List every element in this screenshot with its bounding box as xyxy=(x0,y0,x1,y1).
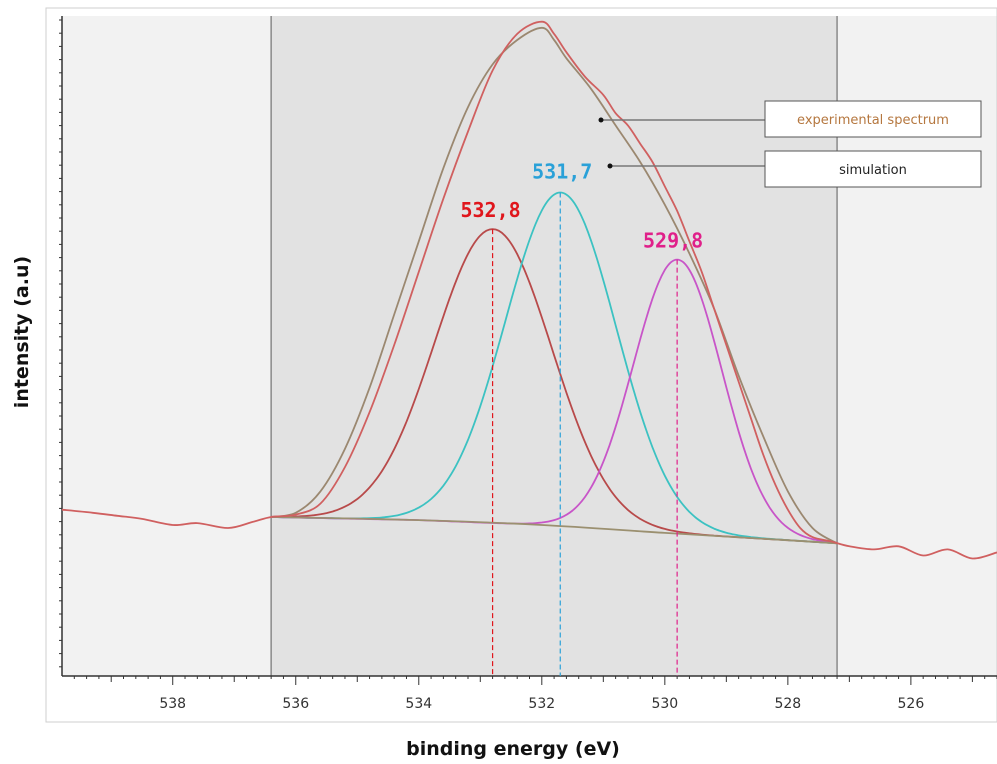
legend-label-simulation: simulation xyxy=(839,163,907,178)
simulation-line xyxy=(270,26,838,545)
legend-label-experimental: experimental spectrum xyxy=(797,113,949,128)
fit-region xyxy=(271,16,838,676)
peak-labels: 532,8 531,7 529,8 xyxy=(460,160,703,253)
experimental-spectrum-line xyxy=(61,20,997,560)
y-axis-title: intensity (a.u) xyxy=(11,256,33,408)
x-tick-label: 530 xyxy=(651,696,678,712)
x-tick-label: 532 xyxy=(528,696,555,712)
peak-markers xyxy=(491,192,678,676)
x-tick-label: 534 xyxy=(405,696,432,712)
curves xyxy=(61,20,997,560)
legend-box-experimental xyxy=(764,100,982,138)
legend-dot-simulation xyxy=(607,163,613,169)
peak-label-532-8: 532,8 xyxy=(460,198,520,222)
legend-dot-experimental xyxy=(598,117,604,123)
peak-label-531-7: 531,7 xyxy=(532,160,592,184)
x-tick-label: 528 xyxy=(774,696,801,712)
legend: experimental spectrum simulation xyxy=(598,100,982,188)
x-axis-title: binding energy (eV) xyxy=(406,738,620,760)
peak-label-529-8: 529,8 xyxy=(643,229,703,253)
y-axis-ticks xyxy=(59,19,62,668)
x-tick-label: 536 xyxy=(282,696,309,712)
x-tick-label: 526 xyxy=(898,696,925,712)
legend-box-simulation xyxy=(764,150,982,188)
x-axis-tick-labels: 538 536 534 532 530 528 526 xyxy=(159,696,924,712)
background-line xyxy=(271,516,838,545)
x-tick-label: 538 xyxy=(159,696,186,712)
x-axis-ticks xyxy=(73,676,997,685)
axis-frame xyxy=(45,7,997,723)
